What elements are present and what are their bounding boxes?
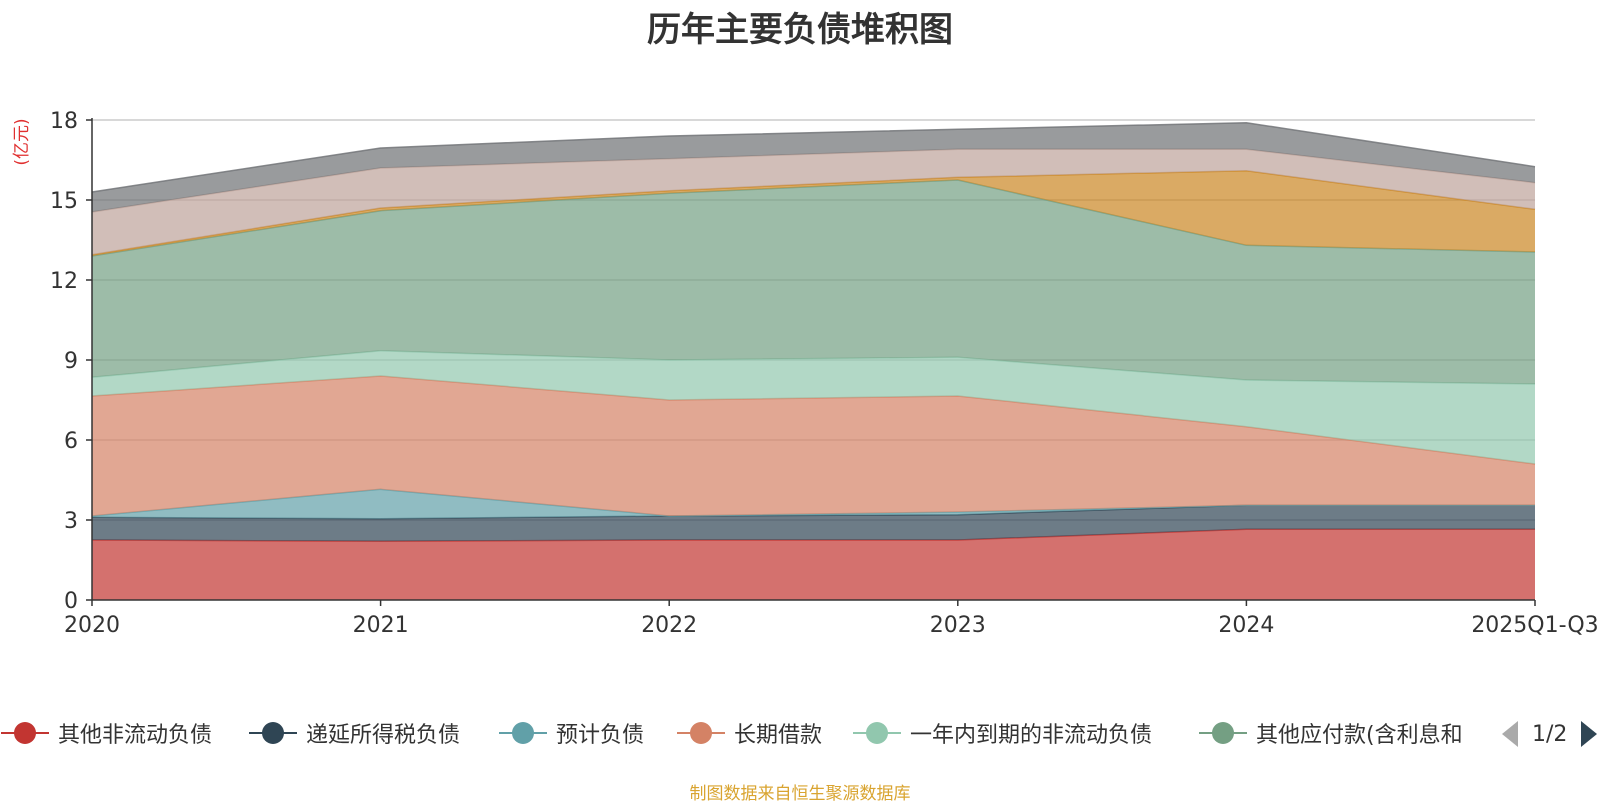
legend-label: 长期借款 <box>734 723 823 748</box>
y-tick-label: 18 <box>50 109 78 134</box>
area-2[interactable] <box>92 505 1535 542</box>
area-5[interactable] <box>92 350 1535 464</box>
area-series <box>91 121 1536 600</box>
legend-item-3[interactable]: 预计负债 <box>498 715 644 751</box>
legend-marker-icon <box>249 722 297 744</box>
x-tick-label: 2020 <box>64 613 120 638</box>
legend-marker-icon <box>1 722 49 744</box>
x-tick-label: 2024 <box>1218 613 1274 638</box>
legend-item-4[interactable]: 长期借款 <box>676 715 822 751</box>
series-line-9 <box>91 121 1536 193</box>
legend-label: 其他应付款(含利息和 <box>1256 723 1463 748</box>
legend-label: 递延所得税负债 <box>306 723 461 748</box>
area-8[interactable] <box>92 149 1535 255</box>
x-tick-label: 2022 <box>641 613 697 638</box>
legend-label: 其他非流动负债 <box>58 723 213 748</box>
legend-pager: 1/2 <box>1500 716 1599 752</box>
legend-marker-dot <box>512 722 534 744</box>
axes <box>86 118 1536 606</box>
legend-item-2[interactable]: 递延所得税负债 <box>248 715 460 751</box>
legend-marker-dot <box>262 722 284 744</box>
area-1[interactable] <box>92 529 1535 600</box>
legend-item-1[interactable]: 其他非流动负债 <box>0 715 212 751</box>
y-tick-label: 9 <box>64 349 78 374</box>
legend-label: 预计负债 <box>556 723 645 748</box>
legend-marker-icon <box>853 722 901 744</box>
pager-next-icon[interactable] <box>1579 719 1599 749</box>
pager-text: 1/2 <box>1532 721 1568 747</box>
legend-marker-dot <box>1212 722 1234 744</box>
area-6[interactable] <box>92 180 1535 384</box>
x-tick-label: 2023 <box>930 613 986 638</box>
source-note: 制图数据来自恒生聚源数据库 <box>689 784 911 804</box>
area-7[interactable] <box>92 170 1535 256</box>
legend-marker-dot <box>866 722 888 744</box>
legend-marker-dot <box>14 722 36 744</box>
legend-item-5[interactable]: 一年内到期的非流动负债 <box>852 715 1152 751</box>
legend-marker-icon <box>499 722 547 744</box>
y-tick-label: 0 <box>64 589 78 614</box>
x-tick-label: 2025Q1-Q3 <box>1471 613 1598 638</box>
tick-labels: 0 3 6 9 12 15 18 2020 2021 2022 2023 2024 2025Q1-Q3 <box>50 109 1599 638</box>
legend-marker-icon <box>677 722 725 744</box>
y-axis-unit-label: (亿元) <box>12 118 32 165</box>
legend-item-6[interactable]: 其他应付款(含利息和 <box>1198 715 1463 751</box>
area-4[interactable] <box>92 376 1535 516</box>
legend-label: 一年内到期的非流动负债 <box>910 723 1153 748</box>
y-tick-label: 6 <box>64 429 78 454</box>
x-tick-label: 2021 <box>353 613 409 638</box>
chart-title: 历年主要负债堆积图 <box>647 10 953 50</box>
legend-marker-dot <box>690 722 712 744</box>
y-tick-label: 3 <box>64 509 78 534</box>
legend-marker-icon <box>1199 722 1247 744</box>
y-tick-label: 12 <box>50 269 78 294</box>
pager-prev-icon[interactable] <box>1500 719 1520 749</box>
y-tick-label: 15 <box>50 189 78 214</box>
